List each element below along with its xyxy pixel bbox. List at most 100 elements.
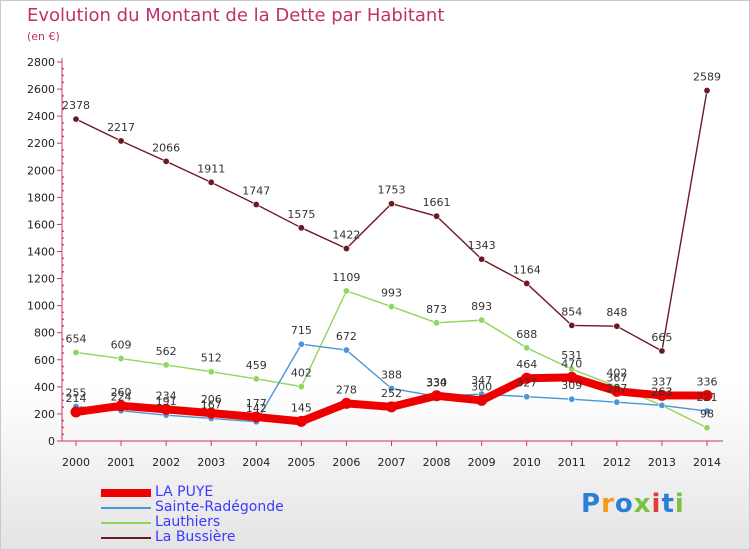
y-minor-tick bbox=[62, 270, 64, 273]
y-minor-tick bbox=[62, 209, 64, 212]
series-sainte-radegonde bbox=[72, 340, 711, 426]
chart-subtitle: (en €) bbox=[27, 30, 60, 43]
data-point bbox=[252, 201, 260, 209]
data-point bbox=[431, 390, 443, 402]
data-label: 255 bbox=[66, 386, 87, 399]
data-label: 654 bbox=[66, 332, 87, 345]
y-tick-label: 600 bbox=[34, 354, 55, 367]
series-lauthiers bbox=[72, 287, 711, 432]
x-tick-label: 2007 bbox=[378, 456, 406, 469]
data-point bbox=[433, 319, 441, 327]
data-label: 260 bbox=[111, 386, 132, 399]
data-point bbox=[386, 401, 397, 413]
data-label: 993 bbox=[381, 287, 402, 300]
y-minor-tick bbox=[62, 257, 64, 260]
data-label: 327 bbox=[516, 377, 537, 390]
data-label: 330 bbox=[426, 376, 447, 389]
legend-swatch bbox=[101, 537, 151, 539]
data-point bbox=[703, 424, 711, 432]
data-point bbox=[340, 397, 352, 409]
y-minor-tick bbox=[62, 352, 64, 354]
data-label: 2589 bbox=[693, 71, 721, 84]
y-minor-tick bbox=[62, 264, 64, 266]
y-minor-tick bbox=[62, 406, 64, 409]
data-label: 715 bbox=[291, 324, 312, 337]
x-tick-label: 2010 bbox=[513, 456, 541, 469]
legend-label: Lauthiers bbox=[155, 514, 221, 530]
x-tick-label: 2014 bbox=[693, 456, 721, 469]
y-minor-tick bbox=[62, 433, 64, 436]
data-label: 2217 bbox=[107, 121, 135, 134]
data-label: 459 bbox=[246, 359, 267, 372]
x-tick-label: 2008 bbox=[423, 456, 451, 469]
logo-letter: i bbox=[651, 489, 662, 519]
y-tick-label: 2000 bbox=[27, 164, 55, 177]
y-minor-tick bbox=[62, 311, 64, 314]
y-minor-tick bbox=[62, 284, 64, 287]
logo-letter: t bbox=[661, 489, 675, 519]
y-minor-tick bbox=[62, 325, 64, 327]
data-point bbox=[566, 371, 578, 383]
data-label: 402 bbox=[606, 367, 627, 380]
y-minor-tick bbox=[62, 338, 64, 341]
data-labels: 2378 2217 2066 1911 1747 1575 1422 1753 1661 1343… bbox=[62, 71, 721, 421]
data-label: 300 bbox=[471, 380, 492, 393]
data-label: 336 bbox=[697, 376, 718, 389]
data-point bbox=[703, 87, 711, 95]
proxiti-logo: Proxiti bbox=[581, 489, 685, 519]
y-minor-tick bbox=[62, 149, 64, 151]
data-point bbox=[342, 287, 350, 295]
y-tick-label: 1200 bbox=[27, 273, 55, 286]
data-label: 2378 bbox=[62, 99, 90, 112]
data-point bbox=[387, 303, 395, 311]
y-minor-tick bbox=[62, 176, 64, 178]
data-point bbox=[523, 279, 531, 287]
data-label: 206 bbox=[201, 393, 222, 406]
data-point bbox=[613, 322, 621, 330]
y-tick-label: 200 bbox=[34, 408, 55, 421]
data-label: 402 bbox=[291, 367, 312, 380]
data-point bbox=[656, 389, 668, 401]
data-point bbox=[387, 384, 395, 392]
data-point bbox=[658, 347, 666, 355]
data-label: 191 bbox=[156, 395, 177, 408]
data-label: 347 bbox=[471, 374, 492, 387]
y-tick-label: 400 bbox=[34, 381, 55, 394]
data-label: 263 bbox=[651, 385, 672, 398]
y-minor-tick bbox=[62, 426, 64, 429]
data-point bbox=[252, 375, 260, 383]
y-minor-tick bbox=[62, 155, 64, 158]
data-label: 252 bbox=[381, 387, 402, 400]
y-minor-tick bbox=[62, 189, 64, 192]
series-la-puye bbox=[70, 371, 713, 427]
y-minor-tick bbox=[62, 203, 64, 206]
y-tick-label: 2600 bbox=[27, 83, 55, 96]
data-point bbox=[342, 346, 350, 354]
data-point bbox=[523, 344, 531, 352]
y-tick-label: 1000 bbox=[27, 300, 55, 313]
data-point bbox=[115, 400, 127, 412]
legend-swatch bbox=[101, 522, 151, 524]
data-label: 1422 bbox=[332, 229, 360, 242]
data-point bbox=[478, 255, 486, 263]
data-point bbox=[478, 316, 486, 324]
data-point bbox=[297, 383, 305, 391]
x-tick-label: 2000 bbox=[62, 456, 90, 469]
y-minor-tick bbox=[62, 216, 64, 219]
y-minor-tick bbox=[62, 291, 64, 294]
data-label: 142 bbox=[246, 402, 267, 415]
data-label: 848 bbox=[606, 306, 627, 319]
y-tick-label: 2800 bbox=[27, 56, 55, 69]
data-label: 309 bbox=[561, 379, 582, 392]
data-label: 167 bbox=[201, 398, 222, 411]
series-la-bussiere bbox=[72, 87, 711, 355]
data-point bbox=[117, 355, 125, 363]
y-tick-label: 800 bbox=[34, 327, 55, 340]
data-label: 873 bbox=[426, 303, 447, 316]
legend-label: La Bussière bbox=[155, 529, 236, 545]
data-label: 1747 bbox=[242, 185, 270, 198]
data-label: 512 bbox=[201, 352, 222, 365]
y-minor-tick bbox=[62, 122, 64, 124]
x-tick-label: 2009 bbox=[468, 456, 496, 469]
